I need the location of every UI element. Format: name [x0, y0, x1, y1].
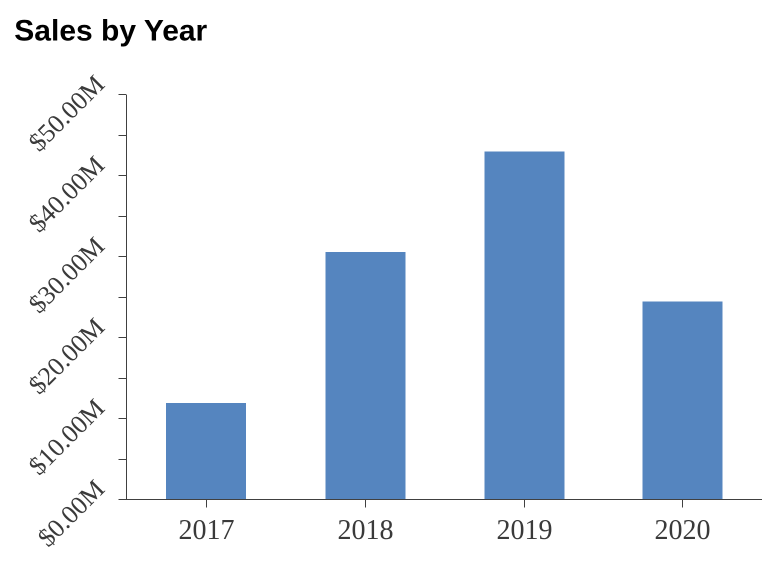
- svg-text:Sales by Year: Sales by Year: [14, 14, 207, 47]
- svg-text:2019: 2019: [497, 515, 553, 546]
- svg-text:2017: 2017: [179, 515, 235, 546]
- svg-text:2020: 2020: [655, 515, 711, 546]
- svg-text:2018: 2018: [338, 515, 394, 546]
